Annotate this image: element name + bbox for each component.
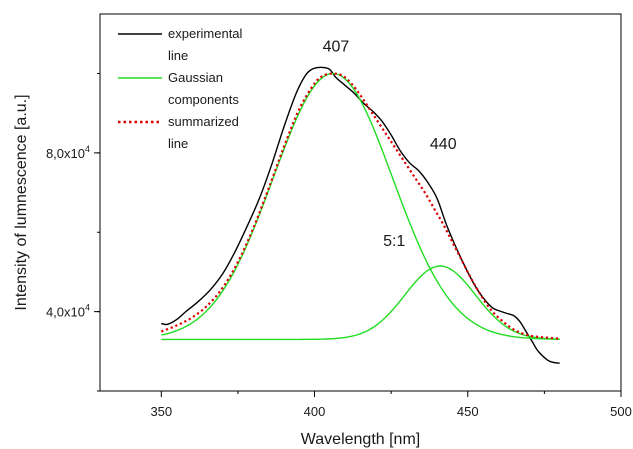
plot-frame [99,13,622,392]
plot-border [99,13,622,392]
legend-label: Gaussian [168,70,223,85]
y-axis-title: Intensity of lumnescence [a.u.] [13,94,30,310]
series-line-gaussian-component-440 [161,265,560,341]
x-tick-label: 450 [457,404,479,419]
x-tick-label: 400 [304,404,326,419]
legend: experimental line Gaussian components summar… [118,26,243,151]
y-tick-label: 8,0x104 [46,144,90,161]
annotations: 407 440 5:1 [323,39,457,250]
legend-label: line [168,136,188,151]
legend-label: line [168,48,188,63]
legend-label: summarized [168,114,239,129]
annotation-label: 407 [323,39,350,56]
series-line-gaussian-component-407 [161,72,560,340]
series-line-summarized-line [160,72,560,340]
series-line-experimental-line [161,66,560,364]
annotation-label: 5:1 [383,233,405,250]
x-axis-title: Wavelength [nm] [301,431,420,448]
x-tick-label: 500 [610,404,632,419]
annotation-label: 440 [430,136,457,153]
legend-label: components [168,92,239,107]
x-tick-label: 350 [150,404,172,419]
axes: 350 400 450 500 4,0x104 8,0x104 [46,73,632,419]
y-tick-label: 4,0x104 [46,303,90,320]
legend-label: experimental [168,26,243,41]
series-layer [160,66,560,364]
